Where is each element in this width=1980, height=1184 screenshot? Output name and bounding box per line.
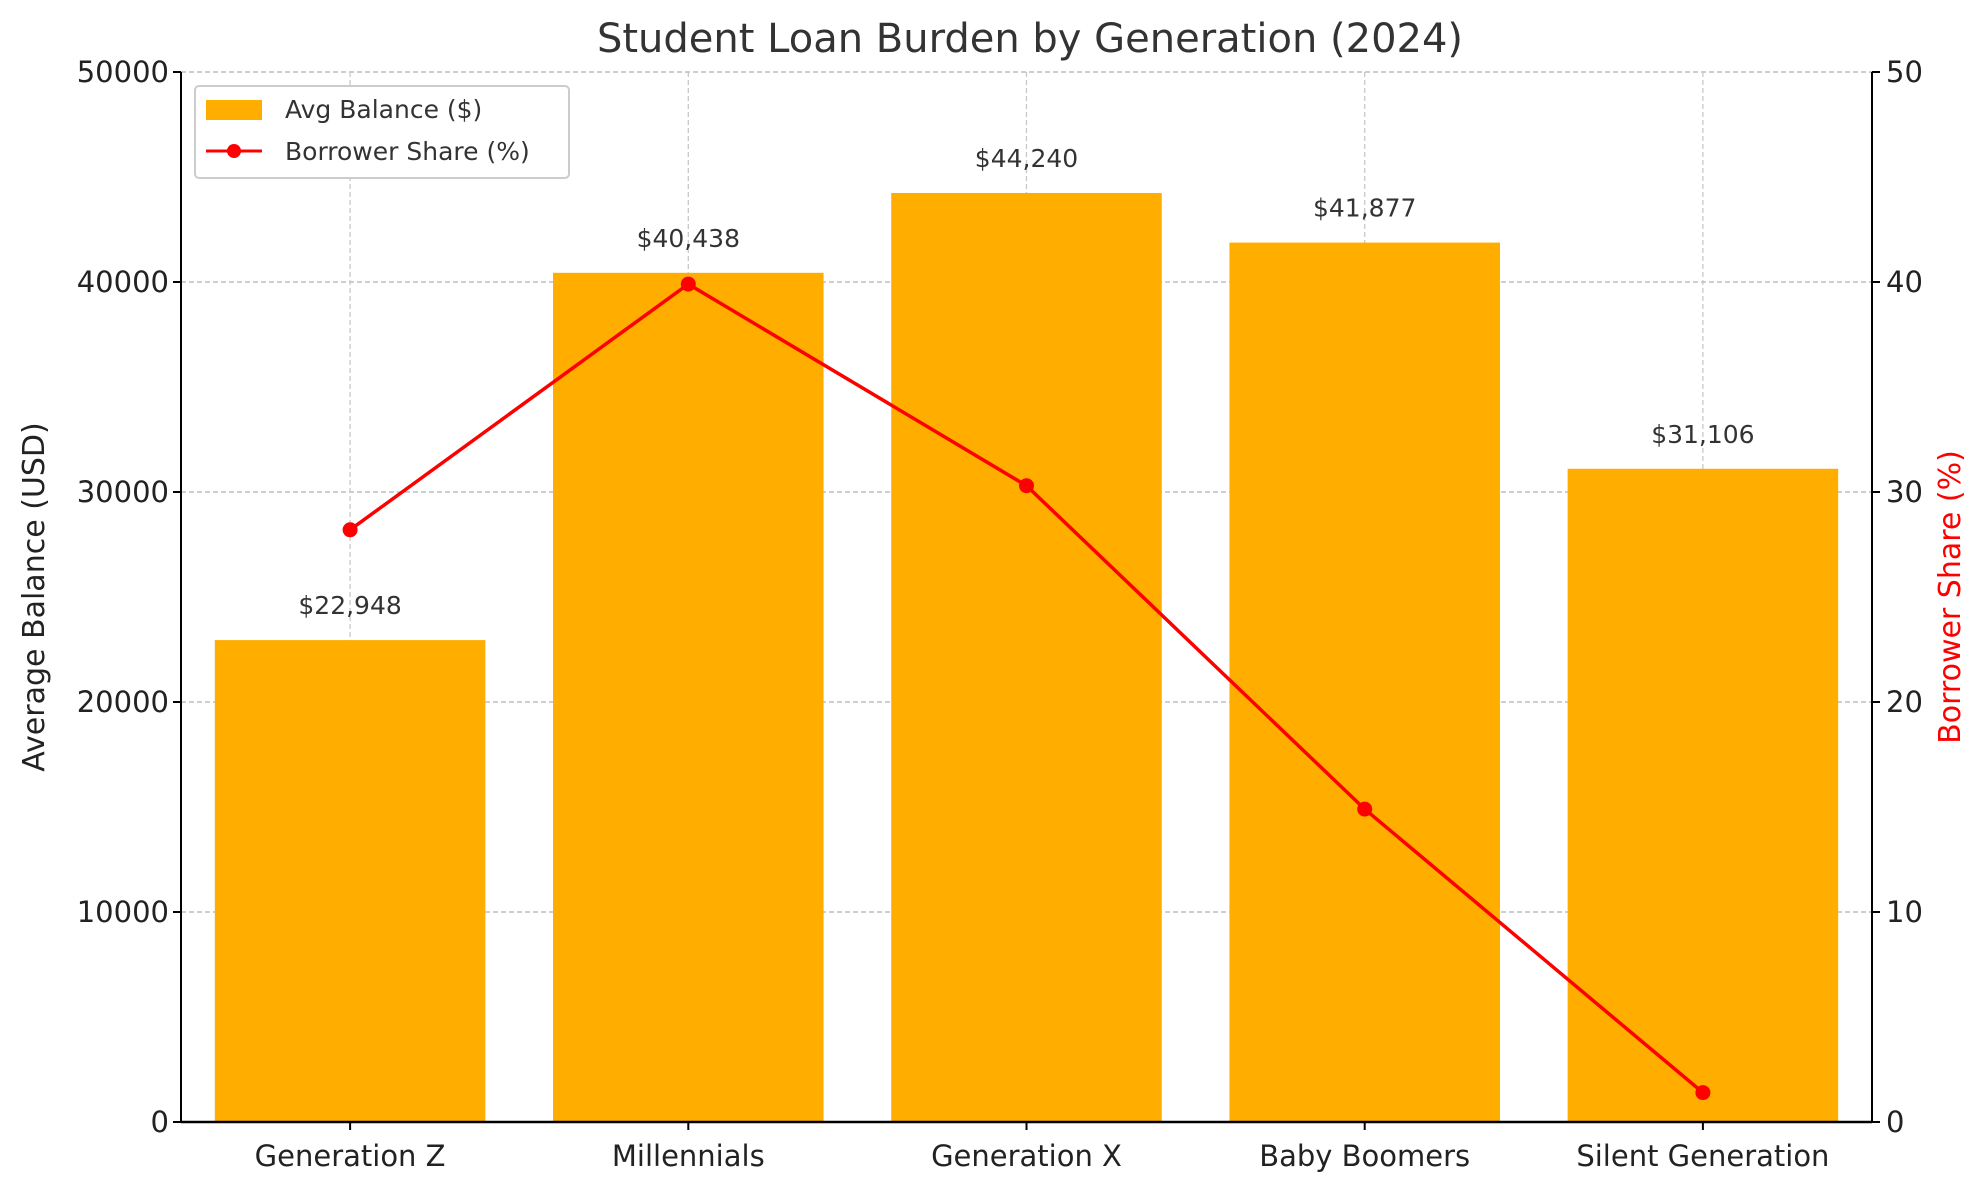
bars: $22,948 $40,438 $44,240 $41,877 $31,106	[214, 144, 1839, 1122]
x-tick-label: Generation X	[931, 1139, 1122, 1173]
line-series	[342, 276, 1711, 1101]
y2-tick-label: 40	[1886, 265, 1923, 299]
bar	[1567, 468, 1839, 1122]
legend-line-label: Borrower Share (%)	[285, 137, 530, 166]
bar	[553, 272, 824, 1122]
bar-value-label: $41,877	[1313, 194, 1416, 223]
bar-value-label: $40,438	[637, 224, 740, 253]
chart-title: Student Loan Burden by Generation (2024)	[597, 16, 1463, 62]
y2-tick-label: 10	[1886, 895, 1923, 929]
y2-tick-label: 30	[1886, 475, 1923, 509]
x-tick-label: Generation Z	[255, 1139, 446, 1173]
bar-value-label: $44,240	[975, 144, 1078, 173]
x-tick-label: Millennials	[612, 1139, 765, 1173]
y2-tick-label: 20	[1886, 685, 1923, 719]
y-tick-label: 50000	[77, 55, 169, 89]
line-point	[1695, 1085, 1711, 1101]
axes: 0 10000 20000 30000 40000 50000 0 10 20 30 40 50 Gen…	[77, 55, 1923, 1173]
y2-tick-label: 50	[1886, 55, 1923, 89]
line-point	[1357, 801, 1373, 817]
y-tick-label: 40000	[77, 265, 169, 299]
bar	[1229, 242, 1500, 1122]
bar-value-label: $31,106	[1651, 420, 1754, 449]
legend-line-marker	[227, 144, 241, 158]
y-tick-label: 20000	[77, 685, 169, 719]
y-tick-label: 0	[151, 1105, 169, 1139]
legend: Avg Balance ($) Borrower Share (%)	[194, 85, 570, 179]
y-tick-label: 10000	[77, 895, 169, 929]
line-point	[680, 276, 696, 292]
x-tick-label: Baby Boomers	[1259, 1139, 1470, 1173]
line-point	[342, 522, 358, 538]
y-axis-label: Average Balance (USD)	[17, 422, 52, 771]
y2-axis-label: Borrower Share (%)	[1933, 450, 1968, 744]
legend-bar-swatch	[206, 100, 262, 120]
line-point	[1019, 478, 1034, 494]
bar	[891, 192, 1162, 1122]
bar	[214, 640, 486, 1122]
legend-bar-label: Avg Balance ($)	[285, 95, 482, 124]
y2-tick-label: 0	[1886, 1105, 1904, 1139]
bar-value-label: $22,948	[298, 591, 401, 620]
y-tick-label: 30000	[77, 475, 169, 509]
x-tick-label: Silent Generation	[1576, 1139, 1829, 1173]
